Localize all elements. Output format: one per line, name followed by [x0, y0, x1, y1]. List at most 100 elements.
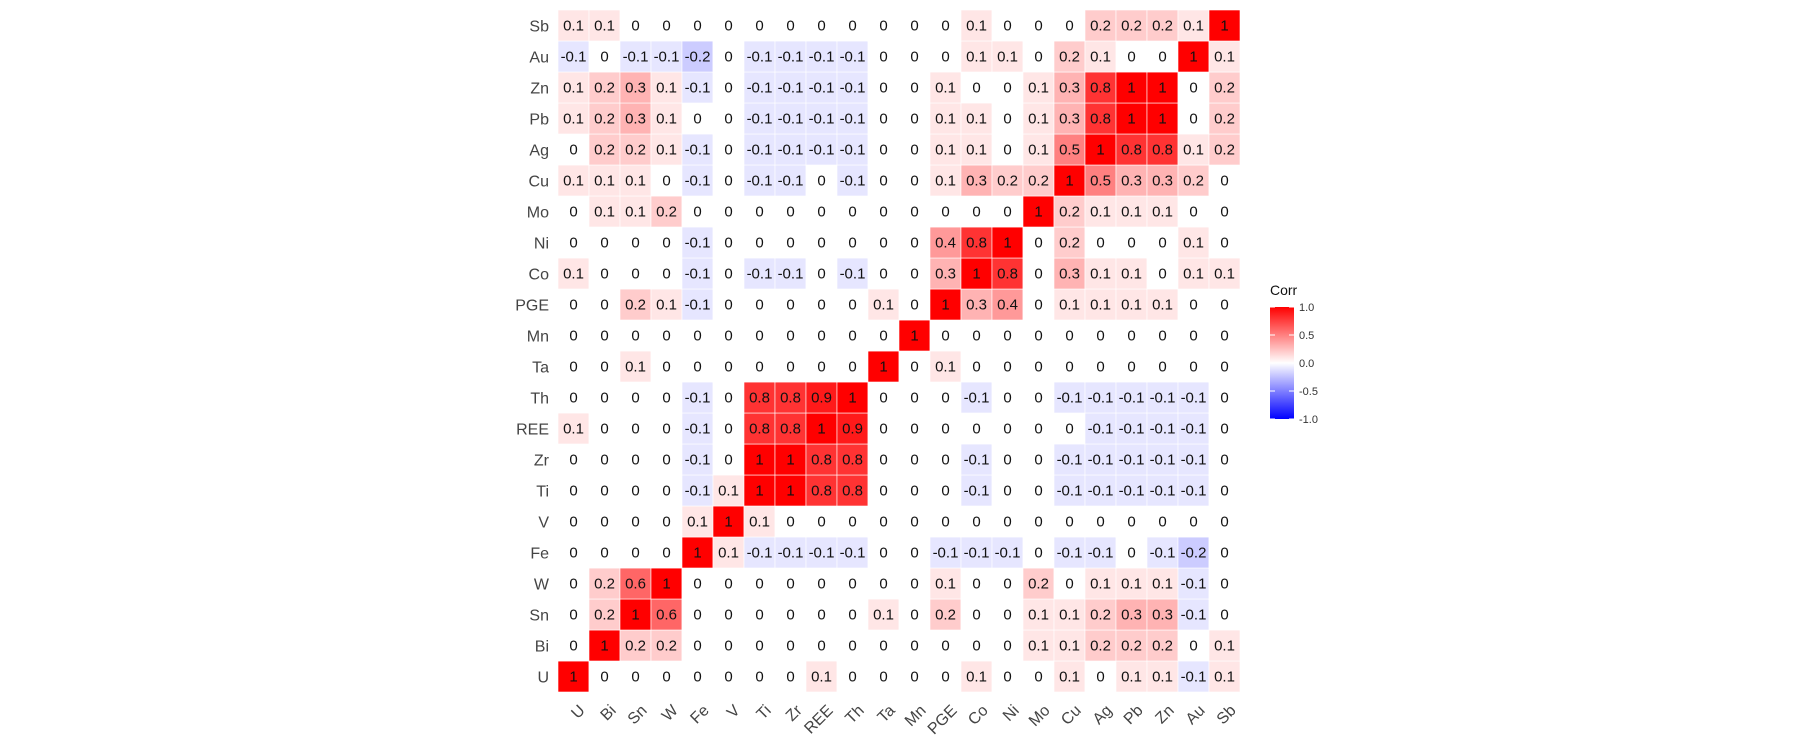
- y-tick-U: U: [537, 670, 549, 687]
- cell-value-Zn-Bi: 0.2: [594, 80, 615, 97]
- cell-value-U-REE: 0.1: [811, 669, 832, 686]
- x-tick-Zn: Zn: [1152, 702, 1177, 727]
- heatmap-cell-PGE-V: [712, 288, 745, 321]
- cell-value-REE-Pb: -0.1: [1119, 421, 1145, 438]
- heatmap-cell-Mn-Mo: [1022, 319, 1055, 352]
- cell-value-Pb-PGE: 0.1: [935, 111, 956, 128]
- cell-value-Pb-REE: -0.1: [809, 111, 835, 128]
- heatmap-cell-Th-W: [650, 381, 683, 414]
- cell-value-Bi-Pb: 0.2: [1121, 638, 1142, 655]
- cell-value-REE-Zn: -0.1: [1150, 421, 1176, 438]
- cell-value-Ta-Ta: 1: [879, 359, 887, 376]
- cell-value-Ag-Sb: 0.2: [1214, 142, 1235, 159]
- cell-value-Mn-Cu: 0: [1065, 328, 1073, 345]
- y-tick-Cu: Cu: [529, 174, 549, 191]
- cell-value-Ag-Bi: 0.2: [594, 142, 615, 159]
- cell-value-Cu-Sn: 0.1: [625, 173, 646, 190]
- cell-value-Ti-Cu: -0.1: [1057, 483, 1083, 500]
- heatmap-cell-Ta-Mo: [1022, 350, 1055, 383]
- cell-value-Ni-V: 0: [724, 235, 732, 252]
- heatmap-cell-U-Bi: [588, 660, 621, 693]
- cell-value-Cu-Mn: 0: [910, 173, 918, 190]
- cell-value-Cu-V: 0: [724, 173, 732, 190]
- cell-value-Sn-U: 0: [569, 607, 577, 624]
- cell-value-U-Co: 0.1: [966, 669, 987, 686]
- cell-value-Th-Au: -0.1: [1181, 390, 1207, 407]
- cell-value-U-U: 1: [569, 669, 577, 686]
- heatmap-cell-Mn-Sn: [619, 319, 652, 352]
- cell-value-Pb-Zr: -0.1: [778, 111, 804, 128]
- cell-value-Mn-V: 0: [724, 328, 732, 345]
- heatmap-cell-Zr-Bi: [588, 443, 621, 476]
- y-tick-Ti: Ti: [536, 484, 549, 501]
- cell-value-Fe-V: 0.1: [718, 545, 739, 562]
- heatmap-cell-Bi-Pb: [1115, 629, 1148, 662]
- heatmap-cell-Zr-V: [712, 443, 745, 476]
- heatmap-cell-Pb-REE: [805, 102, 838, 135]
- cell-value-Th-V: 0: [724, 390, 732, 407]
- heatmap-cell-REE-Mn: [898, 412, 931, 445]
- heatmap-cell-Mo-Ni: [991, 195, 1024, 228]
- heatmap-cell-REE-Ni: [991, 412, 1024, 445]
- cell-value-Bi-Zn: 0.2: [1152, 638, 1173, 655]
- heatmap-cell-Sb-Sb: [1208, 9, 1241, 42]
- cell-value-V-Fe: 0.1: [687, 514, 708, 531]
- cell-value-Ta-Bi: 0: [600, 359, 608, 376]
- cell-value-Bi-REE: 0: [817, 638, 825, 655]
- cell-value-Bi-Ni: 0: [1003, 638, 1011, 655]
- cell-value-Fe-Ta: 0: [879, 545, 887, 562]
- y-tick-Zn: Zn: [530, 81, 549, 98]
- cell-value-Ni-Au: 0.1: [1183, 235, 1204, 252]
- x-tick-Sn: Sn: [625, 702, 651, 728]
- heatmap-cell-REE-Bi: [588, 412, 621, 445]
- heatmap-cell-Ni-Pb: [1115, 226, 1148, 259]
- cell-value-Mn-PGE: 0: [941, 328, 949, 345]
- cell-value-REE-Ta: 0: [879, 421, 887, 438]
- cell-value-Mn-Au: 0: [1189, 328, 1197, 345]
- cell-value-Zr-Th: 0.8: [842, 452, 863, 469]
- cell-value-Ti-PGE: 0: [941, 483, 949, 500]
- heatmap-cell-Ni-Sn: [619, 226, 652, 259]
- cell-value-Ag-U: 0: [569, 142, 577, 159]
- cell-value-Zn-V: 0: [724, 80, 732, 97]
- cell-value-Ni-Fe: -0.1: [685, 235, 711, 252]
- heatmap-cell-Pb-Mo: [1022, 102, 1055, 135]
- cell-value-Pb-V: 0: [724, 111, 732, 128]
- cell-value-Au-Bi: 0: [600, 49, 608, 66]
- cell-value-Co-Sb: 0.1: [1214, 266, 1235, 283]
- cell-value-Sn-Ni: 0: [1003, 607, 1011, 624]
- heatmap-cell-Mo-Ta: [867, 195, 900, 228]
- cell-value-Sn-Sn: 1: [631, 607, 639, 624]
- cell-value-Ti-Bi: 0: [600, 483, 608, 500]
- cell-value-Ti-V: 0.1: [718, 483, 739, 500]
- heatmap-cell-Ta-REE: [805, 350, 838, 383]
- heatmap-cell-REE-Pb: [1115, 412, 1148, 445]
- cell-value-PGE-Co: 0.3: [966, 297, 987, 314]
- cell-value-V-Mn: 0: [910, 514, 918, 531]
- cell-value-Ni-Th: 0: [848, 235, 856, 252]
- cell-value-REE-REE: 1: [817, 421, 825, 438]
- cell-value-W-Mn: 0: [910, 576, 918, 593]
- cell-value-REE-Ti: 0.8: [749, 421, 770, 438]
- cell-value-PGE-Sb: 0: [1220, 297, 1228, 314]
- cell-value-Pb-Pb: 1: [1127, 111, 1135, 128]
- heatmap-cell-Sn-Sb: [1208, 598, 1241, 631]
- cell-value-REE-Au: -0.1: [1181, 421, 1207, 438]
- heatmap-cell-Sb-U: [557, 9, 590, 42]
- cell-value-W-Sb: 0: [1220, 576, 1228, 593]
- heatmap-cell-U-Cu: [1053, 660, 1086, 693]
- cell-value-U-Ag: 0: [1096, 669, 1104, 686]
- heatmap-cell-Cu-Sn: [619, 164, 652, 197]
- heatmap-cell-Ta-Co: [960, 350, 993, 383]
- cell-value-Ta-Co: 0: [972, 359, 980, 376]
- cell-value-Mn-Ag: 0: [1096, 328, 1104, 345]
- cell-value-Ta-Th: 0: [848, 359, 856, 376]
- cell-value-W-V: 0: [724, 576, 732, 593]
- heatmap-cell-Au-Zr: [774, 40, 807, 73]
- cell-value-Ni-Co: 0.8: [966, 235, 987, 252]
- cell-value-W-Zn: 0.1: [1152, 576, 1173, 593]
- cell-value-Bi-Th: 0: [848, 638, 856, 655]
- heatmap-cell-Mn-Ni: [991, 319, 1024, 352]
- cell-value-V-Mo: 0: [1034, 514, 1042, 531]
- heatmap-cell-Cu-Ni: [991, 164, 1024, 197]
